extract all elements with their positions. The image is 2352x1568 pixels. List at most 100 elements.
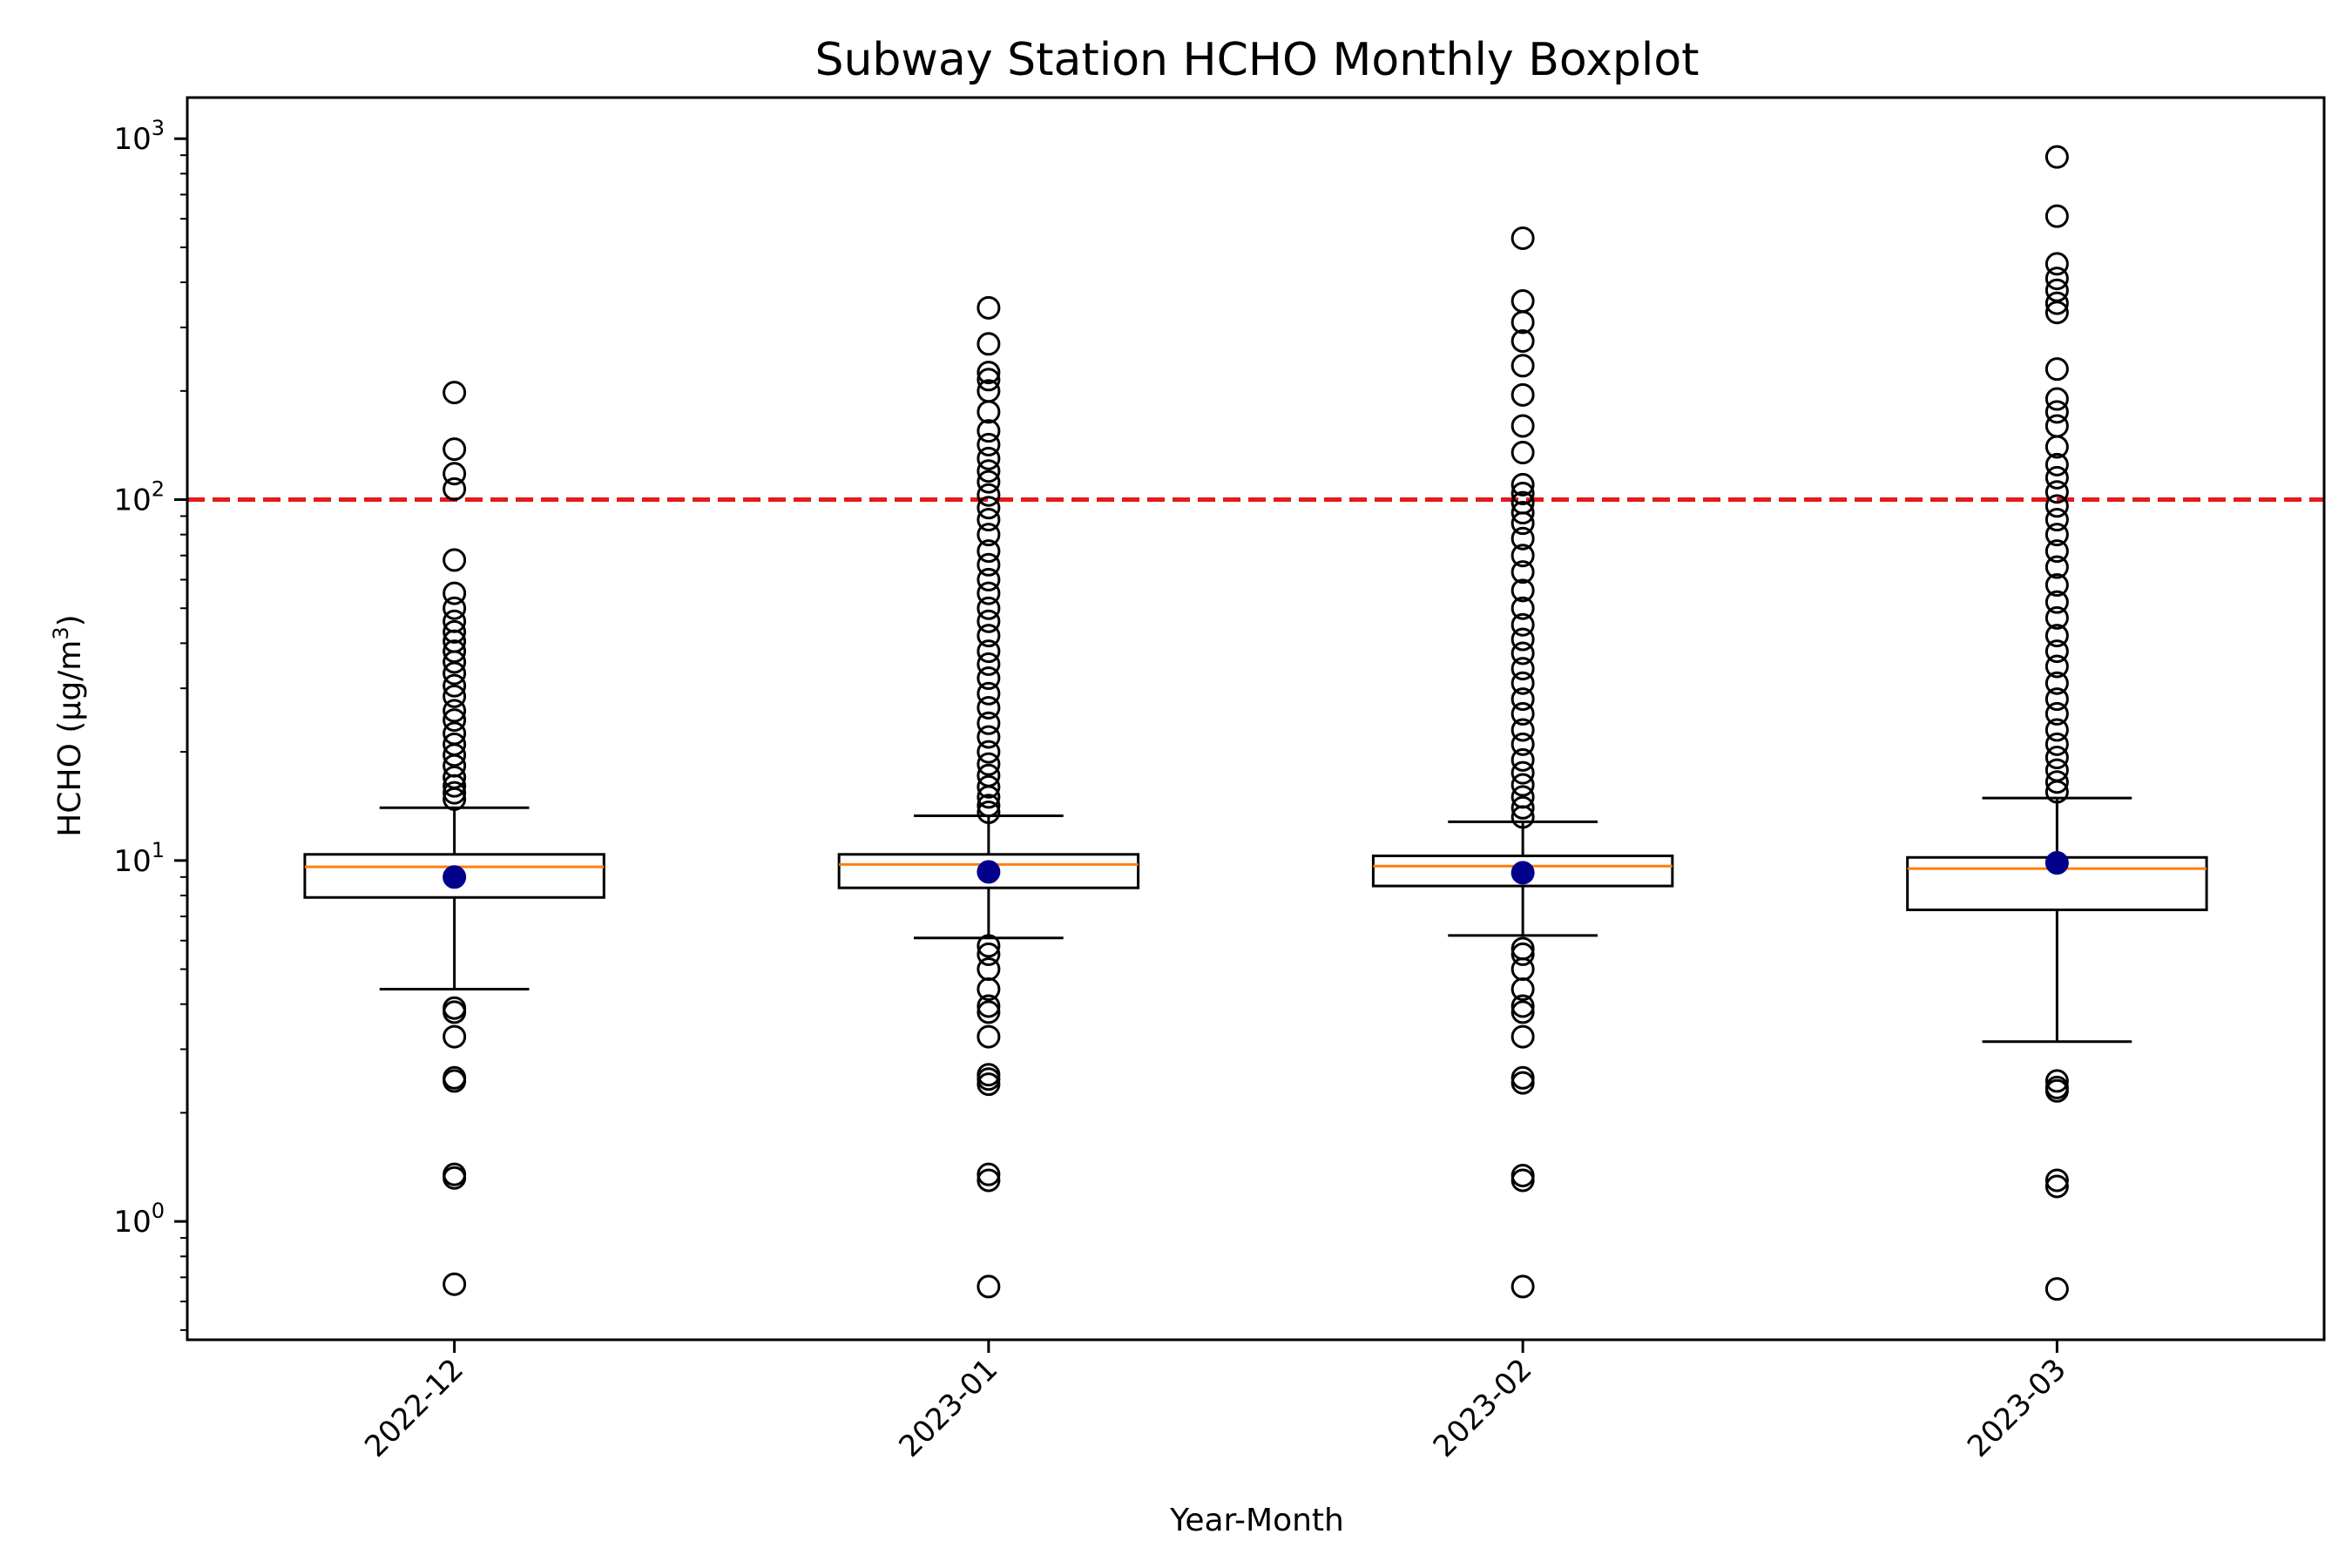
outlier-point xyxy=(443,548,467,572)
outlier-point xyxy=(1511,994,1535,1018)
box-iqr xyxy=(303,853,605,899)
outlier-point xyxy=(2044,252,2069,276)
outlier-point xyxy=(443,462,467,486)
outlier-point xyxy=(977,361,1001,385)
outlier-point xyxy=(977,567,1001,591)
outlier-point xyxy=(2044,605,2069,630)
outlier-point xyxy=(1511,441,1535,465)
outlier-point xyxy=(2044,654,2069,679)
outlier-point xyxy=(977,523,1001,547)
outlier-point xyxy=(1511,627,1535,652)
outlier-point xyxy=(977,801,1001,825)
y-tick-base: 10 xyxy=(113,1205,151,1240)
y-tick-base: 10 xyxy=(113,844,151,879)
outlier-point xyxy=(2044,357,2069,382)
outlier-point xyxy=(977,432,1001,456)
mean-marker xyxy=(977,860,1001,884)
outlier-point xyxy=(1511,936,1535,961)
outlier-point xyxy=(977,496,1001,520)
outlier-point xyxy=(977,1024,1001,1049)
y-tick-exponent: 0 xyxy=(152,1199,165,1223)
x-tick-label: 2023-02 xyxy=(1427,1352,1539,1464)
outlier-point xyxy=(1511,1024,1535,1049)
outlier-point xyxy=(2044,465,2069,490)
y-tick-label: 102 xyxy=(113,477,165,518)
outlier-point xyxy=(1511,687,1535,712)
box-iqr xyxy=(837,853,1140,889)
outlier-point xyxy=(977,379,1001,403)
outlier-point xyxy=(1511,785,1535,809)
outlier-point xyxy=(2044,1174,2069,1199)
outlier-point xyxy=(1511,1065,1535,1090)
outlier-point xyxy=(2044,1168,2069,1193)
outlier-point xyxy=(977,508,1001,532)
y-axis-label-main: HCHO (µg/m xyxy=(52,640,88,837)
chart-title: Subway Station HCHO Monthly Boxplot xyxy=(814,34,1699,86)
y-tick-exponent: 2 xyxy=(152,477,165,502)
outlier-point xyxy=(977,794,1001,818)
outlier-point xyxy=(1511,701,1535,726)
y-tick-base: 10 xyxy=(113,122,151,157)
outlier-point xyxy=(977,419,1001,443)
outlier-point xyxy=(443,996,467,1020)
mean-marker xyxy=(1511,861,1535,885)
mean-marker xyxy=(443,865,467,889)
outlier-point xyxy=(443,765,467,789)
outlier-point xyxy=(977,368,1001,392)
outlier-point xyxy=(2044,523,2069,547)
outlier-point xyxy=(2044,555,2069,579)
outlier-point xyxy=(2044,1277,2069,1301)
outlier-point xyxy=(2044,267,2069,291)
outlier-point xyxy=(2044,278,2069,302)
outlier-point xyxy=(977,446,1001,470)
outlier-point xyxy=(1511,641,1535,666)
outlier-point xyxy=(2044,671,2069,695)
outlier-point xyxy=(443,673,467,698)
outlier-point xyxy=(2044,590,2069,614)
outlier-point xyxy=(443,1024,467,1049)
outlier-point xyxy=(443,609,467,633)
outlier-point xyxy=(2044,204,2069,228)
outlier-point xyxy=(2044,573,2069,598)
outlier-point xyxy=(443,437,467,462)
outlier-point xyxy=(2044,145,2069,169)
y-tick-exponent: 3 xyxy=(152,116,165,140)
outlier-point xyxy=(1511,671,1535,695)
outlier-point xyxy=(977,1162,1001,1186)
outlier-point xyxy=(2044,701,2069,726)
outlier-point xyxy=(2044,1069,2069,1093)
outlier-point xyxy=(1511,472,1535,497)
outlier-point xyxy=(2044,770,2069,794)
outlier-point xyxy=(443,781,467,805)
outlier-point xyxy=(443,581,467,605)
outlier-point xyxy=(2044,639,2069,664)
outlier-point xyxy=(2044,539,2069,564)
outlier-point xyxy=(977,552,1001,577)
outlier-point xyxy=(1511,1274,1535,1299)
outlier-point xyxy=(977,596,1001,620)
outlier-point xyxy=(443,684,467,708)
outlier-point xyxy=(977,681,1001,706)
outlier-point xyxy=(1511,596,1535,620)
outlier-point xyxy=(443,699,467,723)
outlier-point xyxy=(2044,480,2069,504)
outlier-point xyxy=(1511,328,1535,353)
outlier-point xyxy=(977,1274,1001,1299)
outlier-point xyxy=(2044,508,2069,532)
outlier-point xyxy=(977,1168,1001,1193)
outlier-point xyxy=(977,639,1001,664)
outlier-point xyxy=(443,596,467,620)
outlier-point xyxy=(1511,612,1535,637)
outlier-point xyxy=(1511,226,1535,250)
outlier-point xyxy=(1511,414,1535,438)
outlier-point xyxy=(2044,687,2069,712)
outlier-point xyxy=(1511,1071,1535,1095)
outlier-point xyxy=(2044,400,2069,424)
outlier-point xyxy=(443,708,467,733)
outlier-point xyxy=(977,725,1001,749)
outlier-point xyxy=(1511,1168,1535,1193)
outlier-point xyxy=(977,459,1001,483)
outlier-point xyxy=(2044,414,2069,438)
box-iqr xyxy=(1371,855,1674,888)
